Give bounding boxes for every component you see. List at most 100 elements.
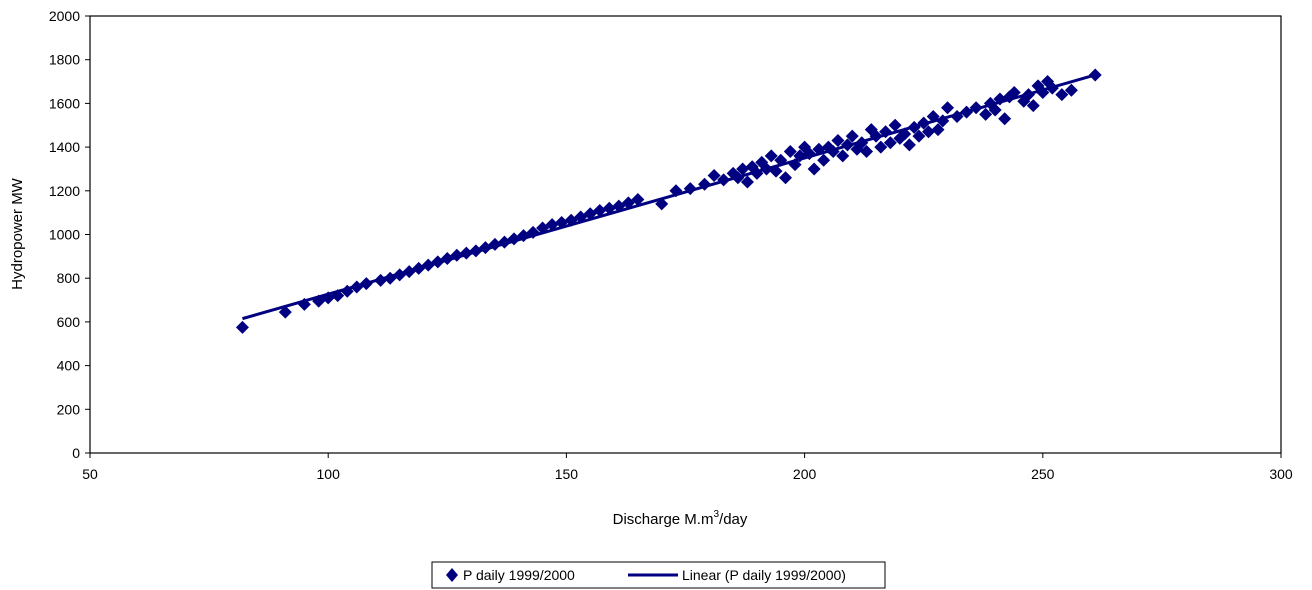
scatter-point (1088, 68, 1102, 82)
scatter-point (793, 149, 807, 163)
scatter-point (740, 175, 754, 189)
x-axis-title: Discharge M.m3/day (613, 509, 748, 528)
scatter-point (545, 218, 559, 232)
scatter-point (526, 225, 540, 239)
scatter-point (736, 162, 750, 176)
x-tick-label: 250 (1031, 466, 1055, 482)
scatter-point (235, 320, 249, 334)
scatter-point (826, 144, 840, 158)
scatter-point (788, 158, 802, 172)
scatter-point (812, 142, 826, 156)
scatter-point (488, 237, 502, 251)
scatter-point (297, 297, 311, 311)
y-tick-label: 2000 (49, 8, 80, 24)
scatter-point (764, 149, 778, 163)
scatter-point (683, 182, 697, 196)
y-tick-label: 1800 (49, 52, 80, 68)
scatter-point (1055, 88, 1069, 102)
scatter-point (898, 127, 912, 141)
scatter-point (374, 273, 388, 287)
scatter-point (783, 144, 797, 158)
scatter-point (1045, 81, 1059, 95)
scatter-point (917, 116, 931, 130)
scatter-point (759, 162, 773, 176)
scatter-point (774, 153, 788, 167)
scatter-point (331, 289, 345, 303)
scatter-point (979, 107, 993, 121)
scatter-point (931, 123, 945, 137)
scatter-point (593, 203, 607, 217)
scatter-point (698, 177, 712, 191)
scatter-point (707, 169, 721, 183)
scatter-point (902, 138, 916, 152)
y-tick-label: 400 (57, 358, 81, 374)
scatter-point (807, 162, 821, 176)
scatter-point (888, 118, 902, 132)
scatter-point (750, 166, 764, 180)
scatter-point (998, 112, 1012, 126)
scatter-point (869, 129, 883, 143)
scatter-point (278, 305, 292, 319)
scatter-point (912, 129, 926, 143)
y-tick-label: 1000 (49, 227, 80, 243)
scatter-point (993, 92, 1007, 106)
scatter-point (926, 110, 940, 124)
y-tick-label: 600 (57, 314, 81, 330)
scatter-point (717, 173, 731, 187)
legend-label-linear: Linear (P daily 1999/2000) (682, 567, 846, 583)
x-tick-label: 200 (793, 466, 817, 482)
x-tick-label: 100 (317, 466, 341, 482)
scatter-point (855, 136, 869, 150)
scatter-point (802, 147, 816, 161)
plot-area (89, 15, 1282, 454)
y-tick-label: 1200 (49, 183, 80, 199)
scatter-point (941, 101, 955, 115)
x-tick-labels: 50 100 150 200 250 300 (82, 466, 1293, 482)
scatter-point (845, 129, 859, 143)
scatter-point (555, 215, 569, 229)
x-axis-title-suffix: /day (719, 511, 748, 528)
scatter-point (340, 284, 354, 298)
x-tick-marks (89, 453, 1282, 458)
scatter-point (969, 101, 983, 115)
scatter-point (321, 291, 335, 305)
scatter-point (960, 105, 974, 119)
scatter-point (631, 193, 645, 207)
scatter-point (1026, 99, 1040, 113)
y-tick-label: 0 (72, 445, 80, 461)
x-tick-label: 150 (555, 466, 579, 482)
y-tick-label: 800 (57, 270, 81, 286)
y-axis-title: Hydropower MW (9, 177, 26, 290)
y-tick-label: 1600 (49, 95, 80, 111)
scatter-point (879, 125, 893, 139)
scatter-point (883, 136, 897, 150)
scatter-point (950, 110, 964, 124)
scatter-point (1064, 83, 1078, 97)
y-tick-label: 200 (57, 401, 81, 417)
scatter-point (655, 197, 669, 211)
scatter-point (450, 248, 464, 262)
y-tick-labels: 0 200 400 600 800 1000 1200 1400 1600 1800 2000 (49, 8, 80, 461)
scatter-point (779, 171, 793, 185)
scatter-point (817, 153, 831, 167)
scatter-point (860, 144, 874, 158)
scatter-point (921, 125, 935, 139)
x-axis-title-sup: 3 (713, 509, 719, 520)
scatter-point (836, 149, 850, 163)
scatter-point (936, 114, 950, 128)
legend-marker-diamond-icon (446, 568, 458, 582)
scatter-points (235, 68, 1102, 334)
x-tick-label: 300 (1269, 466, 1293, 482)
y-tick-marks (85, 15, 90, 454)
scatter-point (874, 140, 888, 154)
scatter-point (988, 103, 1002, 117)
legend: P daily 1999/2000 Linear (P daily 1999/2… (431, 561, 886, 589)
scatter-point (359, 277, 373, 291)
scatter-point (769, 164, 783, 178)
y-tick-label: 1400 (49, 139, 80, 155)
scatter-point (1036, 85, 1050, 99)
x-axis-title-main: Discharge M.m (613, 511, 714, 528)
scatter-point (731, 171, 745, 185)
scatter-point (459, 246, 473, 260)
